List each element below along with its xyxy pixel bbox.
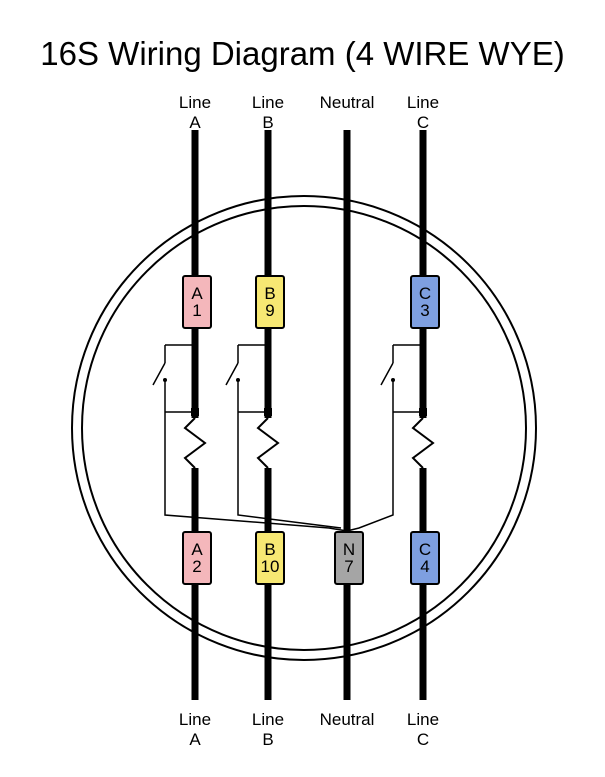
terminal-A1: A1 — [182, 275, 212, 329]
bottom-label-b: LineB — [248, 710, 288, 750]
terminal-N7: N7 — [334, 531, 364, 585]
terminal-B9-letter: B — [264, 285, 275, 302]
terminal-B9-number: 9 — [265, 302, 274, 319]
terminal-C4: C4 — [410, 531, 440, 585]
terminal-C4-number: 4 — [420, 558, 429, 575]
top-label-c: LineC — [403, 93, 443, 133]
terminal-C3: C3 — [410, 275, 440, 329]
terminal-C3-letter: C — [419, 285, 431, 302]
terminal-C3-number: 3 — [420, 302, 429, 319]
top-label-n: Neutral — [317, 93, 377, 113]
top-label-b: LineB — [248, 93, 288, 133]
terminal-A2: A2 — [182, 531, 212, 585]
terminal-A1-letter: A — [191, 285, 202, 302]
terminal-A2-letter: A — [191, 541, 202, 558]
terminal-B10-letter: B — [264, 541, 275, 558]
terminal-A2-number: 2 — [192, 558, 201, 575]
terminal-N7-number: 7 — [344, 558, 353, 575]
terminal-C4-letter: C — [419, 541, 431, 558]
diagram-canvas — [0, 90, 605, 770]
terminal-B9: B9 — [255, 275, 285, 329]
terminal-A1-number: 1 — [192, 302, 201, 319]
terminal-B10: B10 — [255, 531, 285, 585]
bottom-label-n: Neutral — [317, 710, 377, 730]
bottom-label-a: LineA — [175, 710, 215, 750]
terminal-B10-number: 10 — [261, 558, 280, 575]
top-label-a: LineA — [175, 93, 215, 133]
bottom-label-c: LineC — [403, 710, 443, 750]
terminal-N7-letter: N — [343, 541, 355, 558]
diagram-title: 16S Wiring Diagram (4 WIRE WYE) — [0, 35, 605, 73]
